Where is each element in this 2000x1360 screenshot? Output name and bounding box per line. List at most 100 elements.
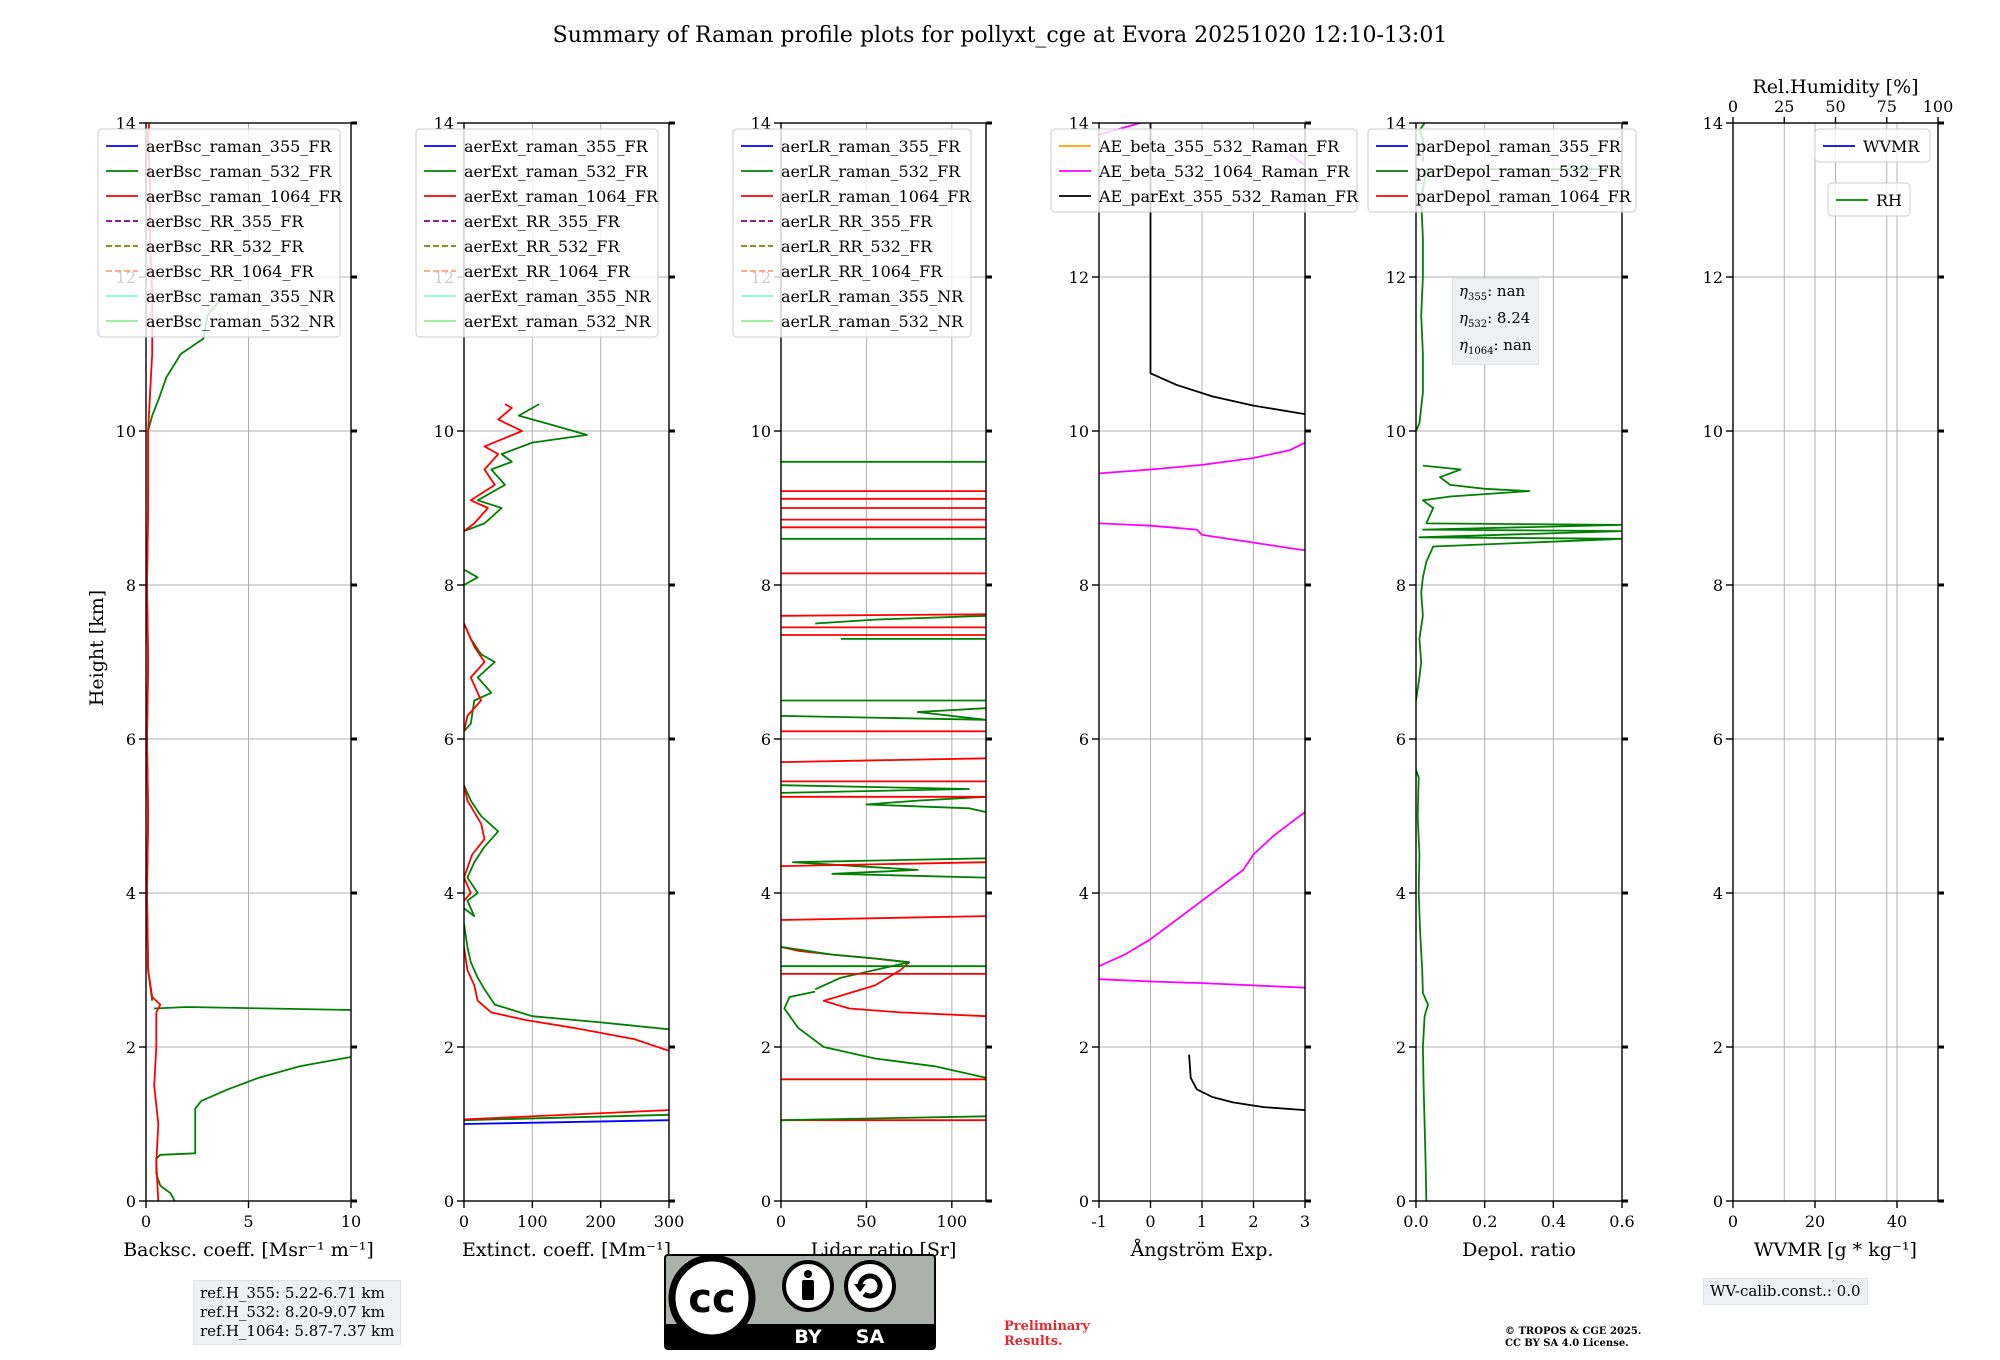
series-line-aerLR_raman_532_FR [792, 857, 986, 879]
legend-entry: aerBsc_raman_355_FR [146, 137, 332, 156]
series-line-aerLR_raman_1064_FR [781, 613, 986, 617]
y-tick-label: 14 [1386, 114, 1406, 133]
legend-entry: AE_parExt_355_532_Raman_FR [1098, 187, 1359, 206]
legend-entry: aerExt_raman_355_NR [464, 287, 652, 306]
y-tick-label: 2 [444, 1038, 454, 1057]
y-tick-label: 6 [1396, 730, 1406, 749]
series-line-parDepol_raman_532_FR [1416, 769, 1429, 1201]
legend-entry: parDepol_raman_532_FR [1416, 162, 1622, 181]
y-tick-label: 14 [1069, 114, 1089, 133]
series-line-aerExt_raman_1064_FR [464, 623, 486, 732]
panel-3: 02468101214050100Lidar ratio [Sr]aerLR_r… [732, 114, 992, 1261]
series-line-aerExt_raman_1064_FR [464, 946, 669, 1052]
legend: WVMR [1814, 128, 1931, 163]
top-x-axis-label: Rel.Humidity [%] [1752, 76, 1918, 98]
reference-height-box: ref.H_355: 5.22-6.71 km ref.H_532: 8.20-… [193, 1280, 402, 1345]
series-line-parDepol_raman_532_FR [1416, 464, 1622, 701]
legend-entry: aerLR_RR_1064_FR [781, 262, 943, 281]
legend-entry: aerExt_raman_1064_FR [464, 187, 659, 206]
x-tick-label: 40 [1887, 1212, 1907, 1231]
y-tick-label: 0 [1396, 1192, 1406, 1211]
x-tick-label: 50 [856, 1212, 876, 1231]
series-line-aerLR_raman_532_FR [781, 707, 986, 721]
y-tick-label: 4 [761, 884, 771, 903]
y-tick-label: 8 [126, 576, 136, 595]
y-tick-label: 2 [126, 1038, 136, 1057]
legend: aerLR_raman_355_FR aerLR_raman_532_FR aerL… [732, 128, 972, 338]
gridlines [1732, 122, 1939, 1202]
axes-frame [1415, 122, 1623, 1202]
legend: AE_beta_355_532_Raman_FR AE_beta_532_1064… [1050, 128, 1359, 213]
y-tick-label: 10 [1703, 422, 1723, 441]
x-axis-label: WVMR [g * kg⁻¹] [1754, 1239, 1917, 1261]
legend-entry: aerBsc_raman_532_NR [146, 312, 335, 331]
top-x-tick-label: 25 [1774, 97, 1794, 116]
cc-by-sa-badge: cc BY SA [664, 1254, 936, 1350]
legend-entry: aerExt_RR_355_FR [464, 212, 621, 231]
y-tick-label: 0 [444, 1192, 454, 1211]
series-line-AE_beta_532_1064_Raman_FR [1099, 978, 1305, 989]
x-tick-label: -1 [1091, 1212, 1107, 1231]
y-tick-label: 2 [761, 1038, 771, 1057]
series-line-aerBsc_raman_532_FR [146, 299, 221, 1001]
legend-entry: aerExt_RR_532_FR [464, 237, 621, 256]
x-tick-label: 0 [1145, 1212, 1155, 1231]
y-tick-label: 2 [1396, 1038, 1406, 1057]
y-tick-label: 8 [1079, 576, 1089, 595]
legend-entry: parDepol_raman_1064_FR [1416, 187, 1632, 206]
legend-entry: AE_beta_355_532_Raman_FR [1098, 137, 1340, 156]
cc-icon [668, 1254, 756, 1342]
y-tick-label: 4 [126, 884, 136, 903]
legend: aerExt_raman_355_FR aerExt_raman_532_FRae… [415, 128, 659, 338]
y-tick-label: 10 [1069, 422, 1089, 441]
y-tick-label: 10 [434, 422, 454, 441]
series-line-aerLR_raman_532_FR [783, 990, 986, 1079]
legend-entry: aerLR_raman_355_FR [781, 137, 961, 156]
series-line-aerBsc_raman_532_FR [155, 1056, 351, 1201]
x-tick-label: 2 [1248, 1212, 1258, 1231]
axes-frame [463, 122, 670, 1202]
y-tick-label: 12 [1069, 268, 1089, 287]
ref-height-1064: ref.H_1064: 5.87-7.37 km [200, 1322, 395, 1340]
legend-entry: aerExt_RR_1064_FR [464, 262, 631, 281]
series-line-aerExt_raman_1064_FR [464, 1109, 669, 1121]
series-line-aerLR_raman_532_FR [815, 614, 986, 625]
y-tick-label: 14 [116, 114, 136, 133]
series-line-aerLR_raman_532_FR [781, 946, 910, 991]
series-line-aerLR_raman_1064_FR [781, 861, 986, 867]
y-tick-label: 6 [126, 730, 136, 749]
eta-355: η355: nan [1459, 282, 1526, 303]
legend-entry: AE_beta_532_1064_Raman_FR [1098, 162, 1350, 181]
legend-entry: aerBsc_raman_532_FR [146, 162, 332, 181]
legend-entry: aerExt_raman_355_FR [464, 137, 649, 156]
series-line-aerExt_raman_532_FR [464, 568, 479, 586]
y-tick-label: 6 [1079, 730, 1089, 749]
ref-height-355: ref.H_355: 5.22-6.71 km [200, 1284, 385, 1302]
cc-icon-text: cc [688, 1276, 735, 1322]
x-tick-label: 100 [937, 1212, 968, 1231]
legend-entry: parDepol_raman_355_FR [1416, 137, 1622, 156]
copyright-note: © TROPOS & CGE 2025. CC BY SA 4.0 Licens… [1505, 1326, 1642, 1349]
x-axis-label: Ångström Exp. [1130, 1239, 1274, 1261]
series-line-AE_beta_532_1064_Raman_FR [1099, 811, 1305, 968]
x-tick-label: 1 [1197, 1212, 1207, 1231]
x-axis-label: Backsc. coeff. [Msr⁻¹ m⁻¹] [123, 1239, 374, 1261]
y-tick-label: 8 [444, 576, 454, 595]
legend-entry: aerBsc_RR_1064_FR [146, 262, 315, 281]
figure-title: Summary of Raman profile plots for polly… [553, 23, 1448, 48]
series-line-aerLR_raman_532_FR [781, 784, 970, 794]
top-x-tick-label: 100 [1923, 97, 1954, 116]
legend-entry: aerLR_RR_355_FR [781, 212, 933, 231]
series-line-aerExt_raman_532_FR [464, 403, 588, 532]
series-line-aerBsc_raman_532_FR [154, 1006, 351, 1011]
legend-entry: aerBsc_RR_532_FR [146, 237, 304, 256]
legend-entry: aerLR_RR_532_FR [781, 237, 933, 256]
y-tick-label: 4 [444, 884, 454, 903]
y-tick-label: 12 [1703, 268, 1723, 287]
y-tick-label: 6 [761, 730, 771, 749]
panel-5: 0 2 4 6 8 10 12 14 0.0 0.2 0.4 0.6 Depol. ratio parDe… [1367, 114, 1637, 1261]
legend-rh: RH [1827, 182, 1911, 217]
depol-eta-box: η355: nan η532: 8.24 η1064: nan [1452, 278, 1539, 365]
